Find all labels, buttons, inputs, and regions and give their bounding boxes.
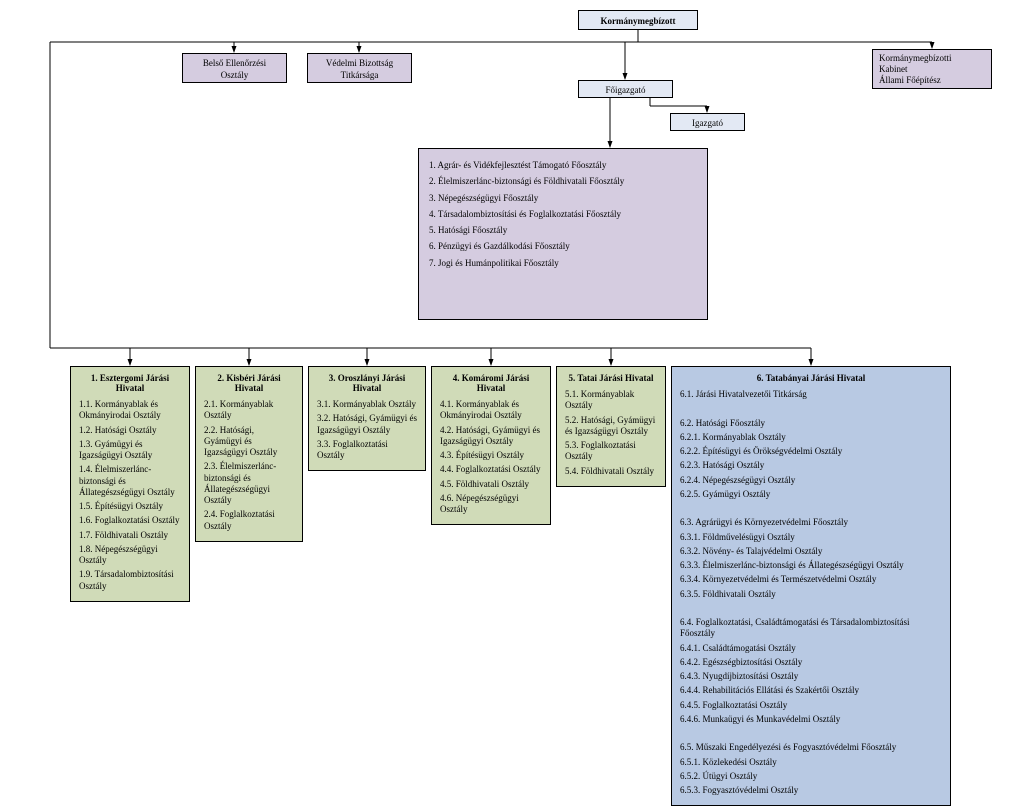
office-item: 6.4.3. Nyugdíjbiztosítási Osztály bbox=[680, 671, 942, 682]
right-line-2: Állami Főépítész bbox=[879, 75, 985, 86]
office-1-title: 1. Esztergomi Járási Hivatal bbox=[79, 373, 181, 393]
office-item: 6.3.4. Környezetvédelmi és Természetvéde… bbox=[680, 574, 942, 585]
office-item: 4.1. Kormányablak és Okmányirodai Osztál… bbox=[440, 399, 542, 422]
office-item: 6.3.5. Földhivatali Osztály bbox=[680, 589, 942, 600]
office-item: 1.2. Hatósági Osztály bbox=[79, 425, 181, 436]
department-item: 3. Népegészségügyi Főosztály bbox=[429, 193, 697, 204]
office-item: 6.5.1. Közlekedési Osztály bbox=[680, 757, 942, 768]
office-3-title: 3. Oroszlányi Járási Hivatal bbox=[317, 373, 417, 393]
office-item: 6.5. Műszaki Engedélyezési és Fogyasztóv… bbox=[680, 742, 942, 753]
department-item: 7. Jogi és Humánpolitikai Főosztály bbox=[429, 258, 697, 269]
root-label: Kormánymegbízott bbox=[601, 16, 676, 26]
mid2-box: Igazgató bbox=[670, 113, 745, 131]
right-box: Kormánymegbízotti Kabinet Állami Főépíté… bbox=[872, 49, 992, 89]
office-item: 1.5. Építésügyi Osztály bbox=[79, 501, 181, 512]
mid-box: Főigazgató bbox=[578, 80, 673, 98]
office-item: 1.7. Földhivatali Osztály bbox=[79, 530, 181, 541]
office-item: 6.4.2. Egészségbiztosítási Osztály bbox=[680, 657, 942, 668]
office-item: 6.2.3. Hatósági Osztály bbox=[680, 460, 942, 471]
office-item: 6.4.5. Foglalkoztatási Osztály bbox=[680, 700, 942, 711]
office-item: 6.3. Agrárügyi és Környezetvédelmi Főosz… bbox=[680, 517, 942, 528]
office-4-title: 4. Komáromi Járási Hivatal bbox=[440, 373, 542, 393]
office-item: 2.2. Hatósági, Gyámügyi és Igazságügyi O… bbox=[204, 425, 294, 459]
office-item: 3.1. Kormányablak Osztály bbox=[317, 399, 417, 410]
office-item bbox=[680, 503, 942, 514]
office-item: 1.4. Élelmiszerlánc-biztonsági és Állate… bbox=[79, 464, 181, 498]
office-item: 4.6. Népegészségügyi Osztály bbox=[440, 493, 542, 516]
left-box-2-label: Védelmi Bizottság Titkársága bbox=[326, 58, 393, 80]
office-item: 6.4.4. Rehabilitációs Ellátási és Szakér… bbox=[680, 685, 942, 696]
office-item: 2.1. Kormányablak Osztály bbox=[204, 399, 294, 422]
office-item: 6.2. Hatósági Főosztály bbox=[680, 418, 942, 429]
departments-box: 1. Agrár- és Vidékfejlesztést Támogató F… bbox=[418, 148, 708, 320]
office-item bbox=[680, 603, 942, 614]
office-6: 6. Tatabányai Járási Hivatal 6.1. Járási… bbox=[671, 366, 951, 806]
office-item: 5.3. Foglalkoztatási Osztály bbox=[565, 440, 657, 463]
office-item: 6.3.2. Növény- és Talajvédelmi Osztály bbox=[680, 546, 942, 557]
office-item: 2.3. Élelmiszerlánc-biztonsági és Állate… bbox=[204, 461, 294, 506]
office-item: 6.4.6. Munkaügyi és Munkavédelmi Osztály bbox=[680, 714, 942, 725]
office-item: 3.3. Foglalkoztatási Osztály bbox=[317, 439, 417, 462]
office-item: 6.3.1. Földművelésügyi Osztály bbox=[680, 532, 942, 543]
office-item: 6.4. Foglalkoztatási, Családtámogatási é… bbox=[680, 617, 942, 640]
right-line-1: Kabinet bbox=[879, 64, 985, 75]
department-item: 6. Pénzügyi és Gazdálkodási Főosztály bbox=[429, 241, 697, 252]
office-item: 6.3.3. Élelmiszerlánc-biztonsági és Álla… bbox=[680, 560, 942, 571]
office-item: 1.8. Népegészségügyi Osztály bbox=[79, 544, 181, 567]
office-item: 5.4. Földhivatali Osztály bbox=[565, 466, 657, 477]
office-item: 1.6. Foglalkoztatási Osztály bbox=[79, 515, 181, 526]
office-item: 4.2. Hatósági, Gyámügyi és Igazságügyi O… bbox=[440, 425, 542, 448]
office-item: 1.9. Társadalombiztosítási Osztály bbox=[79, 569, 181, 592]
office-item: 6.5.2. Útügyi Osztály bbox=[680, 771, 942, 782]
office-1: 1. Esztergomi Járási Hivatal 1.1. Kormán… bbox=[70, 366, 190, 602]
office-item bbox=[680, 728, 942, 739]
department-item: 1. Agrár- és Vidékfejlesztést Támogató F… bbox=[429, 160, 697, 171]
office-item: 6.4.1. Családtámogatási Osztály bbox=[680, 643, 942, 654]
right-line-0: Kormánymegbízotti bbox=[879, 53, 985, 64]
office-item: 2.4. Foglalkoztatási Osztály bbox=[204, 509, 294, 532]
office-4: 4. Komáromi Járási Hivatal 4.1. Kormánya… bbox=[431, 366, 551, 525]
office-6-title: 6. Tatabányai Járási Hivatal bbox=[680, 373, 942, 383]
office-item: 6.1. Járási Hivatalvezetői Titkárság bbox=[680, 389, 942, 400]
office-3: 3. Oroszlányi Járási Hivatal 3.1. Kormán… bbox=[308, 366, 426, 471]
office-item bbox=[680, 403, 942, 414]
office-item: 6.2.5. Gyámügyi Osztály bbox=[680, 489, 942, 500]
office-item: 6.5.3. Fogyasztóvédelmi Osztály bbox=[680, 785, 942, 796]
office-item: 6.2.1. Kormányablak Osztály bbox=[680, 432, 942, 443]
office-item: 4.5. Földhivatali Osztály bbox=[440, 479, 542, 490]
office-item: 1.1. Kormányablak és Okmányirodai Osztál… bbox=[79, 399, 181, 422]
office-item: 5.2. Hatósági, Gyámügyi és Igazságügyi O… bbox=[565, 415, 657, 438]
office-item: 3.2. Hatósági, Gyámügyi és Igazságügyi O… bbox=[317, 413, 417, 436]
office-item: 1.3. Gyámügyi és Igazságügyi Osztály bbox=[79, 439, 181, 462]
office-item: 6.2.4. Népegészségügyi Osztály bbox=[680, 475, 942, 486]
office-item: 4.3. Építésügyi Osztály bbox=[440, 450, 542, 461]
left-box-2: Védelmi Bizottság Titkársága bbox=[307, 53, 412, 83]
office-5: 5. Tatai Járási Hivatal 5.1. Kormányabla… bbox=[556, 366, 666, 487]
office-2-title: 2. Kisbéri Járási Hivatal bbox=[204, 373, 294, 393]
department-item: 4. Társadalombiztosítási és Foglalkoztat… bbox=[429, 209, 697, 220]
department-item: 2. Élelmiszerlánc-biztonsági és Földhiva… bbox=[429, 176, 697, 187]
mid-label: Főigazgató bbox=[606, 85, 646, 95]
left-box-1-label: Belső Ellenőrzési Osztály bbox=[203, 58, 266, 80]
office-5-title: 5. Tatai Járási Hivatal bbox=[565, 373, 657, 383]
office-item: 5.1. Kormányablak Osztály bbox=[565, 389, 657, 412]
office-item: 4.4. Foglalkoztatási Osztály bbox=[440, 464, 542, 475]
root-box: Kormánymegbízott bbox=[578, 10, 698, 30]
office-item: 6.2.2. Építésügyi és Örökségvédelmi Oszt… bbox=[680, 446, 942, 457]
office-2: 2. Kisbéri Járási Hivatal 2.1. Kormányab… bbox=[195, 366, 303, 542]
left-box-1: Belső Ellenőrzési Osztály bbox=[182, 53, 287, 83]
mid2-label: Igazgató bbox=[692, 118, 723, 128]
department-item: 5. Hatósági Főosztály bbox=[429, 225, 697, 236]
